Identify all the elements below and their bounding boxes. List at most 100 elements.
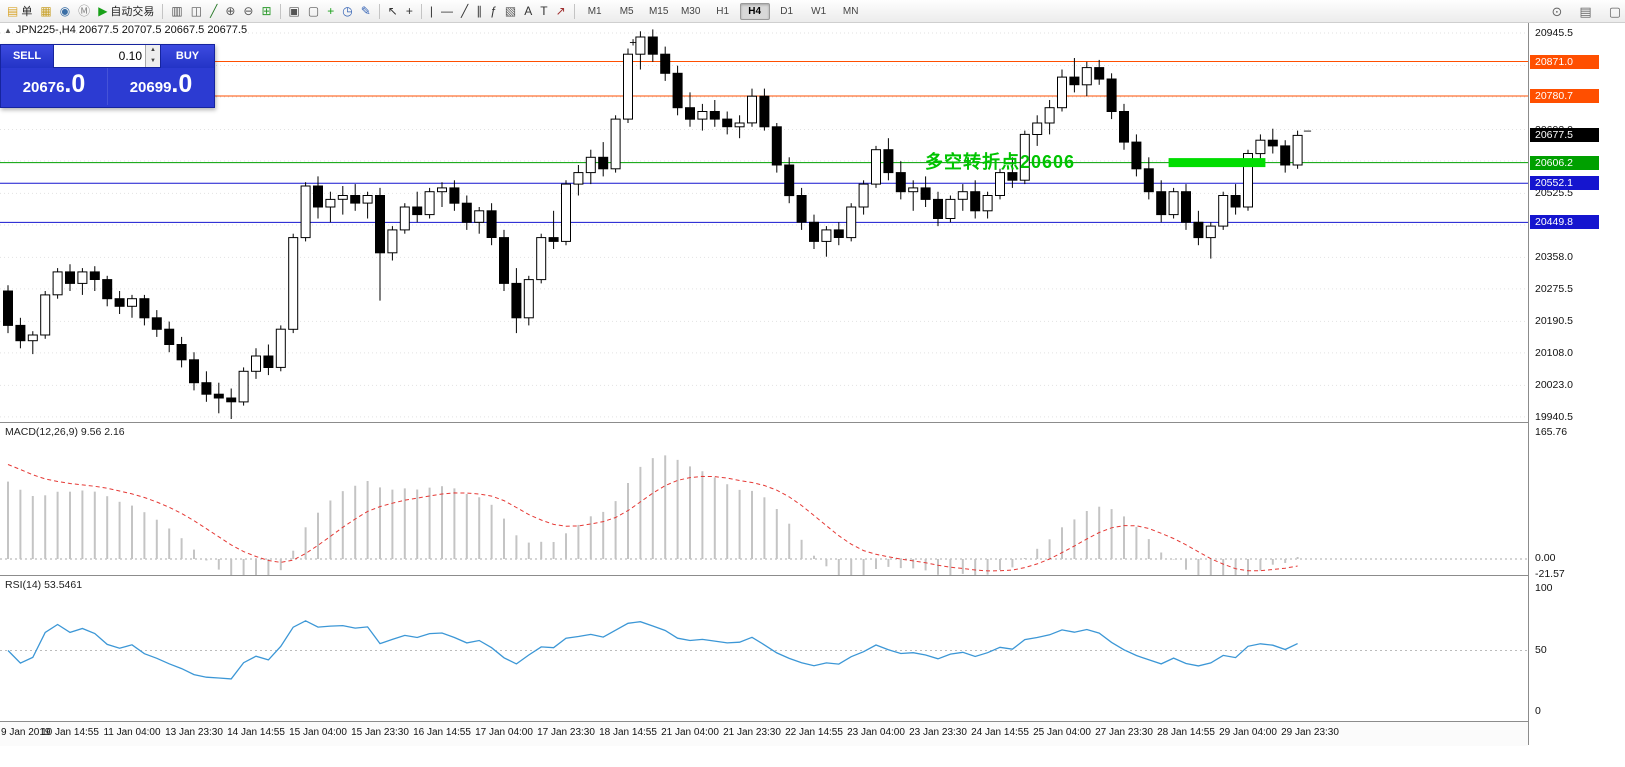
time-label: 23 Jan 04:00 xyxy=(847,727,905,738)
candlestick-icon-glyph: ◫ xyxy=(190,3,203,18)
rsi-chart[interactable] xyxy=(0,576,1528,721)
volume-decrease-icon[interactable]: ▼ xyxy=(146,56,160,67)
profile-icon-glyph: ◉ xyxy=(59,3,71,18)
chart-window-icon[interactable]: ▦ xyxy=(36,2,55,21)
mql-icon-glyph: Ⓜ xyxy=(78,3,91,18)
line-chart-icon[interactable]: ╱ xyxy=(206,2,221,21)
sell-price[interactable]: 20676.0 xyxy=(22,70,86,98)
chart-marker: + xyxy=(629,35,637,50)
candlestick-chart[interactable]: +– xyxy=(0,22,1528,422)
zoom-in-icon-glyph: ⊕ xyxy=(225,3,236,18)
cursor-icon-glyph: ↖ xyxy=(387,3,398,18)
sell-button[interactable]: SELL xyxy=(1,45,54,68)
zoom-out-icon[interactable]: ⊖ xyxy=(239,2,257,21)
timeframe-m5-button[interactable]: M5 xyxy=(619,5,634,17)
level-price-badge: 20871.0 xyxy=(1530,54,1599,69)
chart-window-icon-glyph: ▦ xyxy=(40,3,52,18)
new-order-button-label: 单 xyxy=(21,6,33,18)
rsi-tick: 50 xyxy=(1535,643,1547,656)
new-window-icon[interactable]: ▢ xyxy=(1608,3,1621,19)
one-click-trading-panel: SELL 0.10 ▲ ▼ BUY 20676.0 20699.0 xyxy=(0,44,215,108)
timeframe-h4-button[interactable]: H4 xyxy=(739,2,770,20)
cascade-windows-icon[interactable]: ▢ xyxy=(304,2,323,21)
buy-price[interactable]: 20699.0 xyxy=(107,68,214,105)
bars-chart-icon[interactable]: ▥ xyxy=(167,2,186,21)
toolbar-separator xyxy=(162,3,164,19)
time-label: 27 Jan 23:30 xyxy=(1095,727,1153,738)
periods-icon[interactable]: ◷ xyxy=(338,2,356,21)
timeframe-h1-button[interactable]: H1 xyxy=(716,5,730,17)
indicators-icon[interactable]: + xyxy=(323,2,338,21)
toolbar-separator xyxy=(378,3,380,19)
channel-icon[interactable]: ∥ xyxy=(472,2,486,21)
zoom-out-icon-glyph: ⊖ xyxy=(243,3,254,18)
vertical-line-icon[interactable]: | xyxy=(426,2,437,21)
volume-spinner: ▲ ▼ xyxy=(145,45,160,67)
time-axis[interactable]: 9 Jan 2019 10 Jan 14:55 11 Jan 04:00 13 Jan… xyxy=(0,721,1528,746)
shapes-icon[interactable]: ▧ xyxy=(501,2,520,21)
price-tick: 20358.0 xyxy=(1535,251,1573,264)
arrows-icon[interactable]: ↗ xyxy=(552,2,570,21)
main-toolbar: ▤ 单 ▦ ◉ Ⓜ ▶ 自动交易 ▥ ◫ ╱ ⊕ ⊖ ⊞ ▣ ▢ + ◷ ✎ ↖ + | — ╱ ∥ ƒ ▧ A T ↗ M1 M5 M15 M… xyxy=(0,0,1625,23)
rsi-tick: 100 xyxy=(1535,582,1553,594)
zoom-in-icon[interactable]: ⊕ xyxy=(221,2,239,21)
volume-increase-icon[interactable]: ▲ xyxy=(146,45,160,56)
autotrading-button[interactable]: ▶ 自动交易 xyxy=(94,2,158,21)
time-label: 29 Jan 04:00 xyxy=(1219,727,1277,738)
rsi-line xyxy=(7,620,1298,680)
rsi-panel[interactable]: RSI(14) 53.5461 xyxy=(0,575,1528,722)
timeframe-d1-button[interactable]: D1 xyxy=(780,5,794,17)
timeframe-m15-button[interactable]: M15 xyxy=(648,5,669,17)
line-chart-icon-glyph: ╱ xyxy=(210,3,218,18)
macd-chart[interactable] xyxy=(0,423,1528,575)
time-label: 16 Jan 14:55 xyxy=(413,727,471,738)
macd-tick: 0.00 xyxy=(1535,552,1556,564)
collapse-trade-panel-icon[interactable]: ▲ xyxy=(4,25,12,35)
time-label: 18 Jan 14:55 xyxy=(599,727,657,738)
buy-button[interactable]: BUY xyxy=(160,45,214,68)
chart-title-text: JPN225-,H4 20677.5 20707.5 20667.5 20677… xyxy=(15,24,248,36)
data-window-icon[interactable]: ▤ xyxy=(1579,3,1592,19)
new-order-button[interactable]: ▤ 单 xyxy=(3,2,36,21)
pivot-highlight-bar xyxy=(1168,158,1266,168)
periods-icon-glyph: ◷ xyxy=(342,3,353,18)
timeframe-mn-button[interactable]: MN xyxy=(842,5,859,17)
level-price-badge: 20606.2 xyxy=(1530,155,1599,170)
volume-field[interactable]: 0.10 ▲ ▼ xyxy=(54,45,160,68)
text-icon[interactable]: A xyxy=(520,2,536,21)
horizontal-line-icon[interactable]: — xyxy=(437,2,457,21)
tile-windows-icon[interactable]: ⊞ xyxy=(257,2,275,21)
search-icon[interactable]: ⊙ xyxy=(1551,3,1563,19)
candlestick-icon[interactable]: ◫ xyxy=(187,2,206,21)
arrange-windows-icon[interactable]: ▣ xyxy=(285,2,304,21)
timeframe-m1-button[interactable]: M1 xyxy=(587,5,602,17)
macd-panel[interactable]: MACD(12,26,9) 9.56 2.16 xyxy=(0,422,1528,576)
fibonacci-icon[interactable]: ƒ xyxy=(486,2,501,21)
profile-icon[interactable]: ◉ xyxy=(56,2,74,21)
timeframe-m30-button[interactable]: M30 xyxy=(680,5,701,17)
toolbar-right-group: ⊙ ▤ ▢ xyxy=(1548,1,1625,21)
templates-icon-glyph: ✎ xyxy=(360,3,371,18)
time-label: 22 Jan 14:55 xyxy=(785,727,843,738)
macd-tick: -21.57 xyxy=(1535,568,1565,581)
arrows-icon-glyph: ↗ xyxy=(555,3,566,18)
trendline-icon[interactable]: ╱ xyxy=(457,2,472,21)
crosshair-icon[interactable]: + xyxy=(402,2,417,21)
time-label: 29 Jan 23:30 xyxy=(1281,727,1339,738)
timeframe-w1-button[interactable]: W1 xyxy=(811,5,827,17)
templates-icon[interactable]: ✎ xyxy=(357,2,375,21)
candles xyxy=(3,29,1303,419)
price-axis[interactable]: 20945.520860.520778.020693.020610.520525… xyxy=(1528,22,1625,745)
time-label: 15 Jan 23:30 xyxy=(351,727,409,738)
main-chart-panel[interactable]: + – ▲ JPN225-,H4 20677.5 20707.5 20667.5 … xyxy=(0,22,1528,422)
toolbar-separator xyxy=(573,3,575,19)
mql-icon[interactable]: Ⓜ xyxy=(74,2,94,21)
price-tick: 20945.5 xyxy=(1535,27,1573,39)
cursor-icon[interactable]: ↖ xyxy=(384,2,402,21)
time-label: 11 Jan 04:00 xyxy=(103,727,161,738)
level-price-badge: 20552.1 xyxy=(1530,176,1599,191)
new-order-glyph: ▤ xyxy=(7,3,19,18)
vertical-line-icon-glyph: | xyxy=(429,3,433,18)
time-label: 21 Jan 23:30 xyxy=(723,727,781,738)
text-label-icon[interactable]: T xyxy=(536,2,551,21)
